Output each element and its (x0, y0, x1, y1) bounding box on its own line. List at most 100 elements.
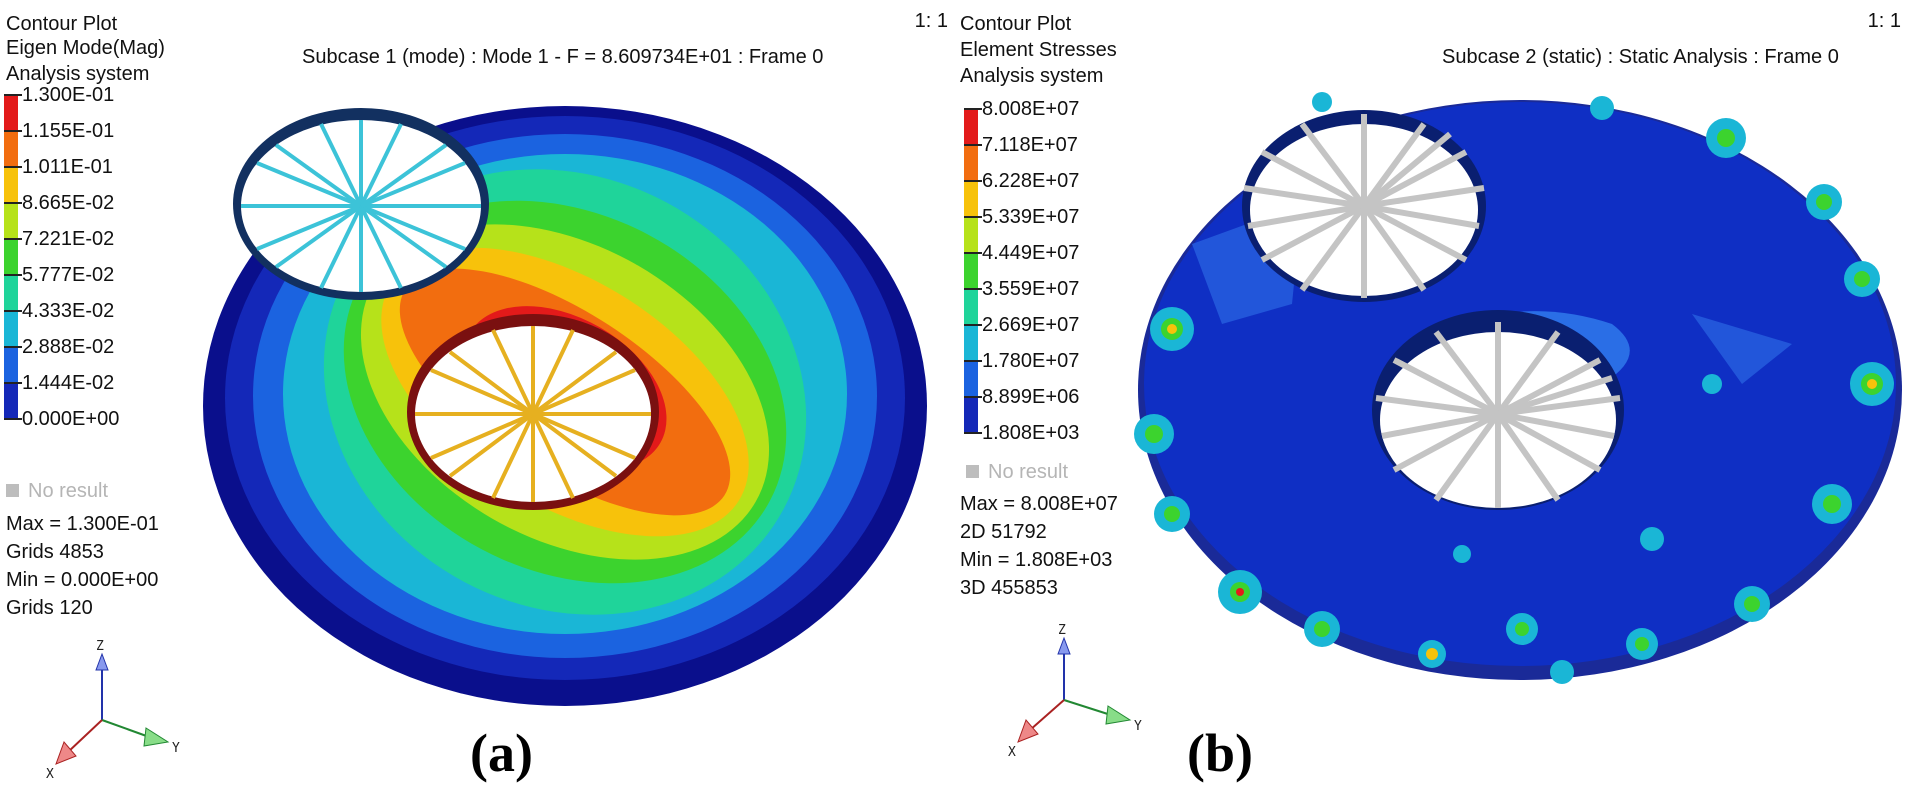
max-value-label: Max = 1.300E-01 (6, 513, 159, 535)
no-result-label: No result (988, 461, 1069, 483)
legend-tick-label: 1.155E-01 (22, 120, 115, 142)
legend-color-bar (964, 108, 978, 432)
legend-band (964, 144, 978, 180)
lower-hole-spokes (415, 326, 651, 502)
legend-band (964, 180, 978, 216)
legend-band (4, 382, 18, 418)
result-type-label: Element Stresses (960, 39, 1117, 61)
legend-tick-label: 7.221E-02 (22, 228, 115, 250)
legend-band (4, 94, 18, 130)
max-grid-label: Grids 4853 (6, 541, 104, 563)
z-axis-label: Z (96, 640, 104, 654)
legend-band (4, 310, 18, 346)
legend-tick (4, 382, 22, 384)
legend-tick (964, 180, 982, 182)
legend-tick-label: 4.333E-02 (22, 300, 115, 322)
x-axis-arrow (1017, 719, 1039, 743)
legend-tick-label: 8.665E-02 (22, 192, 115, 214)
y-axis-line (101, 719, 153, 739)
no-result-label: No result (28, 480, 109, 502)
legend-tick (4, 274, 22, 276)
stress-hotspots (1134, 92, 1894, 684)
legend-tick (964, 288, 982, 290)
legend-tick-label: 1.300E-01 (22, 84, 115, 106)
legend-tick (964, 396, 982, 398)
legend-tick-label: 5.777E-02 (22, 264, 115, 286)
contour-plot-title: Contour Plot (6, 13, 118, 35)
legend-tick-label: 3.559E+07 (982, 278, 1080, 300)
x-axis-arrow (55, 741, 77, 765)
legend-tick (964, 360, 982, 362)
axis-triad: Z Y X (1008, 623, 1142, 760)
legend-band (4, 202, 18, 238)
legend-color-bar (4, 94, 18, 418)
legend-tick (4, 94, 22, 96)
panel-b: Contour Plot Element Stresses Analysis s… (952, 0, 1905, 792)
legend-band (964, 216, 978, 252)
coordinate-system-label: Analysis system (960, 65, 1104, 87)
legend-tick-label: 1.780E+07 (982, 350, 1080, 372)
legend-band (964, 252, 978, 288)
coordinate-system-label: Analysis system (6, 63, 150, 85)
min-grid-label: Grids 120 (6, 597, 93, 619)
legend-tick (4, 130, 22, 132)
y-axis-arrow (143, 727, 170, 747)
legend-tick-label: 8.899E+06 (982, 386, 1080, 408)
upper-hole-spokes (1243, 114, 1485, 298)
result-type-label: Eigen Mode(Mag) (6, 37, 165, 59)
contour-plot-title: Contour Plot (960, 13, 1072, 35)
legend-band (4, 130, 18, 166)
legend-tick-label: 1.808E+03 (982, 422, 1080, 444)
legend-tick (4, 346, 22, 348)
legend-tick-label: 2.888E-02 (22, 336, 115, 358)
legend-tick (4, 202, 22, 204)
legend-tick-label: 1.444E-02 (22, 372, 115, 394)
legend-tick-label: 1.011E-01 (22, 156, 113, 178)
no-result-swatch (966, 465, 979, 478)
y-axis-label: Y (1134, 719, 1142, 734)
y-axis-line (1063, 699, 1115, 717)
min-element-label: 3D 455853 (960, 577, 1058, 599)
max-value-label: Max = 8.008E+07 (960, 493, 1118, 515)
x-axis-line (1029, 699, 1065, 731)
legend-band (4, 166, 18, 202)
z-axis-label: Z (1058, 623, 1066, 638)
legend-tick (964, 252, 982, 254)
legend-tick-label: 8.008E+07 (982, 98, 1080, 120)
eigen-mode-contour-plot (203, 106, 927, 706)
x-axis-label: X (1008, 745, 1016, 760)
legend-tick (4, 238, 22, 240)
legend-tick (964, 108, 982, 110)
x-axis-line (67, 719, 103, 753)
legend-band (4, 346, 18, 382)
legend-tick (964, 216, 982, 218)
stress-region (1692, 314, 1792, 384)
z-axis-arrow (1057, 636, 1071, 655)
view-scale-label: 1: 1 (914, 10, 948, 32)
legend-tick-label: 2.669E+07 (982, 314, 1080, 336)
upper-hole-spokes (241, 120, 481, 292)
legend-band (964, 396, 978, 432)
legend-tick-label: 6.228E+07 (982, 170, 1080, 192)
legend-tick-label: 4.449E+07 (982, 242, 1080, 264)
legend-band (964, 360, 978, 396)
x-axis-label: X (46, 767, 54, 780)
z-axis-arrow (95, 652, 109, 671)
legend-band (964, 324, 978, 360)
y-axis-label: Y (172, 741, 180, 756)
legend-tick (964, 324, 982, 326)
min-value-label: Min = 1.808E+03 (960, 549, 1113, 571)
panel-a: Contour Plot Eigen Mode(Mag) Analysis sy… (0, 0, 952, 792)
legend-band (964, 108, 978, 144)
view-scale-label: 1: 1 (1867, 10, 1901, 32)
legend-tick (4, 166, 22, 168)
legend-tick (964, 144, 982, 146)
element-stress-contour-plot (1134, 92, 1902, 684)
figure-caption: (a) (470, 723, 533, 783)
axis-triad: Z Y X (46, 640, 180, 780)
legend-tick-label: 0.000E+00 (22, 408, 120, 430)
max-element-label: 2D 51792 (960, 521, 1047, 543)
legend-tick-label: 5.339E+07 (982, 206, 1080, 228)
legend-band (964, 288, 978, 324)
legend-tick (4, 418, 22, 420)
